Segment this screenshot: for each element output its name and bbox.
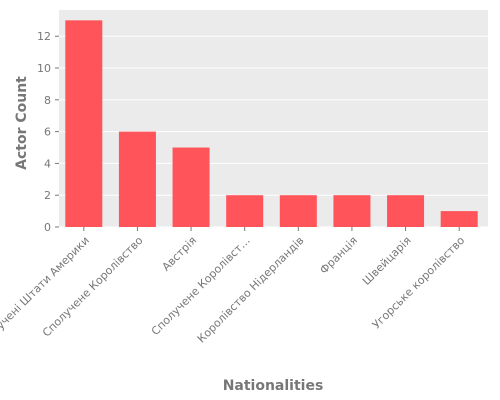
y-axis-ticks: 0 2 4 6 8 10 12 — [37, 30, 59, 234]
x-tick-label: Сполучене Королівст… — [149, 234, 253, 338]
y-tick-label: 6 — [44, 126, 51, 139]
x-tick-label: Сполучене Королівство — [40, 234, 146, 340]
y-tick-label: 10 — [37, 62, 51, 75]
y-tick-label: 2 — [44, 189, 51, 202]
x-tick-label: Австрія — [159, 234, 199, 274]
bar — [118, 131, 156, 227]
y-tick-label: 4 — [44, 157, 51, 170]
x-tick-label: Франція — [317, 234, 360, 277]
x-axis-title: Nationalities — [223, 378, 324, 394]
bar — [387, 195, 425, 227]
x-tick-label: Королівство Нідерландів — [195, 234, 307, 346]
bar — [440, 211, 478, 227]
bar — [65, 20, 103, 228]
y-axis-title: Actor Count — [14, 76, 30, 170]
y-tick-label: 12 — [37, 30, 51, 43]
bar — [279, 195, 317, 227]
x-tick-label: Швейцарія — [360, 234, 414, 288]
y-tick-label: 0 — [44, 221, 51, 234]
bar — [226, 195, 264, 227]
bar — [333, 195, 371, 227]
y-tick-label: 8 — [44, 94, 51, 107]
bar — [172, 147, 210, 227]
bars — [65, 20, 478, 228]
x-tick-label: Угорське королівство — [370, 234, 468, 332]
